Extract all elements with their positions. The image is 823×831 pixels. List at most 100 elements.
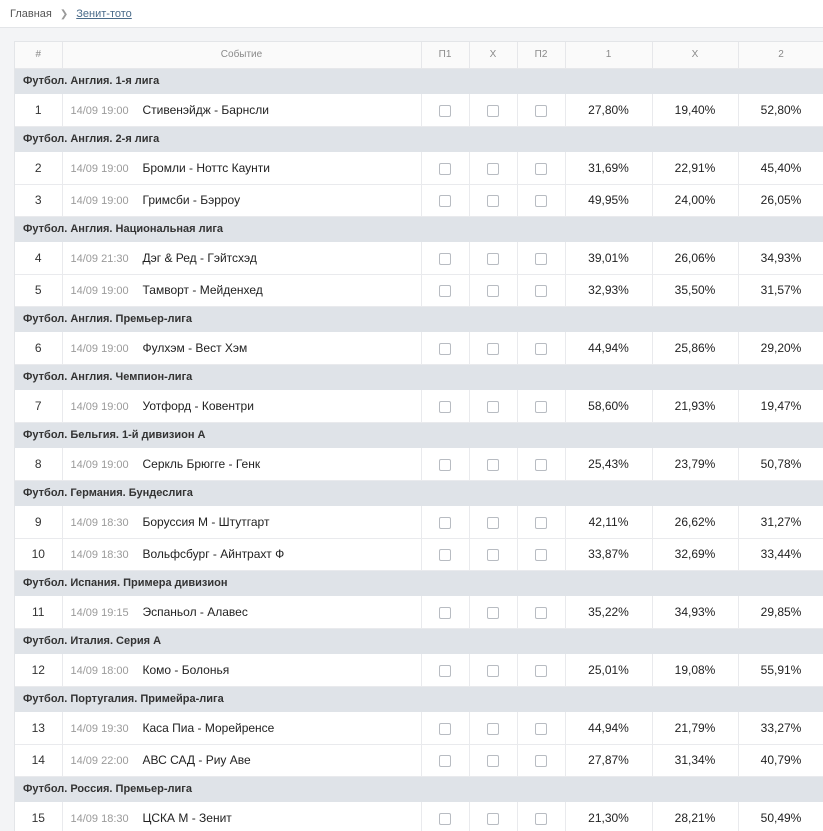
match-event-cell: 14/09 19:00 Бромли - Ноттс Каунти <box>62 152 422 185</box>
outcome-p1-checkbox[interactable] <box>439 516 451 529</box>
outcome-p1-checkbox[interactable] <box>439 400 451 413</box>
outcome-p1-checkbox[interactable] <box>439 548 451 561</box>
chevron-right-icon: ❯ <box>59 9 69 20</box>
outcome-x-checkbox[interactable] <box>487 162 499 175</box>
breadcrumb-home-link[interactable]: Главная <box>10 8 52 20</box>
breadcrumb-current-link[interactable]: Зенит-тото <box>76 8 132 20</box>
match-time: 14/09 19:00 <box>70 162 129 175</box>
outcome-p2-checkbox[interactable] <box>535 516 547 529</box>
league-group-title: Футбол. Испания. Примера дивизион <box>15 570 823 596</box>
outcome-p2-checkbox[interactable] <box>535 722 547 735</box>
col-header-number: # <box>15 42 63 69</box>
match-pct-2: 34,93% <box>738 242 823 275</box>
outcome-x-checkbox[interactable] <box>487 754 499 767</box>
outcome-p2-cell <box>517 538 566 571</box>
match-pct-1: 25,43% <box>565 448 653 481</box>
match-pct-x: 34,93% <box>652 596 739 629</box>
outcome-p1-checkbox[interactable] <box>439 722 451 735</box>
outcome-x-checkbox[interactable] <box>487 400 499 413</box>
match-pct-x: 19,40% <box>652 94 739 127</box>
outcome-x-checkbox[interactable] <box>487 548 499 561</box>
outcome-x-checkbox[interactable] <box>487 342 499 355</box>
outcome-x-cell <box>469 654 518 687</box>
outcome-p1-checkbox[interactable] <box>439 458 451 471</box>
match-pct-x: 31,34% <box>652 744 739 777</box>
outcome-p1-checkbox[interactable] <box>439 284 451 297</box>
outcome-p1-checkbox[interactable] <box>439 606 451 619</box>
match-number: 2 <box>15 152 63 185</box>
match-pct-x: 23,79% <box>652 448 739 481</box>
outcome-p2-checkbox[interactable] <box>535 252 547 265</box>
league-group-title: Футбол. Англия. 2-я лига <box>15 126 823 152</box>
match-pct-2: 55,91% <box>738 654 823 687</box>
outcome-p1-cell <box>421 744 470 777</box>
col-header-x: Х <box>469 42 518 69</box>
match-row: 1 14/09 19:00 Стивенэйдж - Барнсли 27,80% 19… <box>15 94 823 127</box>
match-pct-x: 28,21% <box>652 802 739 831</box>
outcome-p2-checkbox[interactable] <box>535 754 547 767</box>
outcome-x-checkbox[interactable] <box>487 284 499 297</box>
match-pct-x: 26,06% <box>652 242 739 275</box>
outcome-p1-checkbox[interactable] <box>439 754 451 767</box>
match-teams: Уотфорд - Ковентри <box>142 398 254 413</box>
outcome-p2-checkbox[interactable] <box>535 606 547 619</box>
match-time: 14/09 18:30 <box>70 812 129 825</box>
outcome-p1-checkbox[interactable] <box>439 252 451 265</box>
match-teams: ЦСКА М - Зенит <box>142 810 232 825</box>
outcome-p2-checkbox[interactable] <box>535 664 547 677</box>
outcome-x-checkbox[interactable] <box>487 812 499 825</box>
outcome-x-checkbox[interactable] <box>487 104 499 117</box>
col-header-pct-2: 2 <box>738 42 823 69</box>
outcome-p2-checkbox[interactable] <box>535 812 547 825</box>
outcome-p2-checkbox[interactable] <box>535 194 547 207</box>
outcome-p2-checkbox[interactable] <box>535 400 547 413</box>
outcome-p2-cell <box>517 448 566 481</box>
toto-table-panel: # Событие П1 Х П2 1 Х 2 Футбол. Англия. … <box>14 41 823 831</box>
outcome-p1-checkbox[interactable] <box>439 104 451 117</box>
league-group-row: Футбол. Италия. Серия А <box>15 628 823 654</box>
col-header-p2: П2 <box>517 42 566 69</box>
outcome-p1-checkbox[interactable] <box>439 342 451 355</box>
match-pct-2: 50,78% <box>738 448 823 481</box>
match-pct-x: 21,79% <box>652 712 739 745</box>
outcome-p1-checkbox[interactable] <box>439 162 451 175</box>
match-number: 11 <box>15 596 63 629</box>
outcome-x-checkbox[interactable] <box>487 722 499 735</box>
match-pct-2: 50,49% <box>738 802 823 831</box>
outcome-x-cell <box>469 274 518 307</box>
outcome-x-cell <box>469 184 518 217</box>
match-event-cell: 14/09 19:30 Каса Пиа - Морейренсе <box>62 712 422 745</box>
outcome-x-checkbox[interactable] <box>487 664 499 677</box>
match-pct-2: 33,27% <box>738 712 823 745</box>
match-pct-1: 27,87% <box>565 744 653 777</box>
outcome-x-cell <box>469 94 518 127</box>
match-number: 5 <box>15 274 63 307</box>
outcome-p2-checkbox[interactable] <box>535 162 547 175</box>
outcome-x-checkbox[interactable] <box>487 516 499 529</box>
outcome-p1-checkbox[interactable] <box>439 812 451 825</box>
league-group-row: Футбол. Англия. Национальная лига <box>15 216 823 242</box>
outcome-p2-checkbox[interactable] <box>535 458 547 471</box>
outcome-p2-cell <box>517 712 566 745</box>
outcome-x-checkbox[interactable] <box>487 252 499 265</box>
outcome-x-checkbox[interactable] <box>487 606 499 619</box>
match-pct-2: 40,79% <box>738 744 823 777</box>
match-row: 3 14/09 19:00 Гримсби - Бэрроу 49,95% 24,00%… <box>15 184 823 217</box>
outcome-p1-checkbox[interactable] <box>439 664 451 677</box>
outcome-p2-checkbox[interactable] <box>535 104 547 117</box>
outcome-p2-checkbox[interactable] <box>535 342 547 355</box>
match-time: 14/09 22:00 <box>70 755 129 767</box>
outcome-p1-checkbox[interactable] <box>439 194 451 207</box>
match-time: 14/09 19:00 <box>70 400 129 413</box>
league-group-title: Футбол. Англия. Национальная лига <box>15 216 823 242</box>
outcome-x-checkbox[interactable] <box>487 458 499 471</box>
outcome-p2-checkbox[interactable] <box>535 548 547 561</box>
match-row: 11 14/09 19:15 Эспаньол - Алавес 35,22% 34,9… <box>15 596 823 629</box>
outcome-p2-checkbox[interactable] <box>535 284 547 297</box>
outcome-p1-cell <box>421 596 470 629</box>
league-group-title: Футбол. Англия. Премьер-лига <box>15 306 823 332</box>
outcome-x-cell <box>469 802 518 831</box>
match-row: 8 14/09 19:00 Серкль Брюгге - Генк 25,43% 23… <box>15 448 823 481</box>
outcome-x-cell <box>469 596 518 629</box>
outcome-x-checkbox[interactable] <box>487 194 499 207</box>
